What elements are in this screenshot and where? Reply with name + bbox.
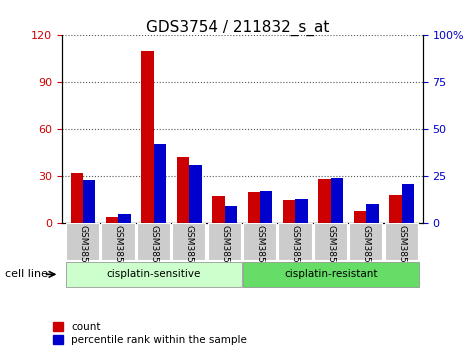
Bar (278, 223, 312, 260)
Bar (283, 200, 295, 223)
Text: cisplatin-resistant: cisplatin-resistant (284, 269, 378, 279)
Bar (247, 192, 260, 223)
Text: cisplatin-sensitive: cisplatin-sensitive (106, 269, 201, 279)
Bar (177, 157, 189, 223)
Text: GSM385721: GSM385721 (78, 225, 87, 280)
Bar (172, 223, 206, 260)
Bar (354, 211, 366, 223)
Text: GSM385724: GSM385724 (185, 225, 194, 280)
Text: GSM385722: GSM385722 (114, 225, 123, 280)
Bar (243, 262, 418, 287)
Text: GSM385727: GSM385727 (291, 225, 300, 280)
Bar (260, 191, 272, 223)
Text: cell line: cell line (5, 269, 48, 279)
Bar (83, 180, 95, 223)
Bar (331, 178, 343, 223)
Text: GSM385726: GSM385726 (256, 225, 265, 280)
Bar (101, 223, 134, 260)
Text: GSM385725: GSM385725 (220, 225, 229, 280)
Bar (318, 179, 331, 223)
Bar (66, 223, 99, 260)
Bar (137, 223, 170, 260)
Bar (118, 214, 131, 223)
Text: GDS3754 / 211832_s_at: GDS3754 / 211832_s_at (146, 19, 329, 36)
Bar (225, 206, 237, 223)
Bar (366, 204, 379, 223)
Bar (208, 223, 241, 260)
Bar (385, 223, 418, 260)
Bar (243, 223, 276, 260)
Text: GSM385730: GSM385730 (397, 225, 406, 280)
Bar (389, 195, 401, 223)
Legend: count, percentile rank within the sample: count, percentile rank within the sample (53, 322, 247, 345)
Bar (142, 51, 154, 223)
Text: GSM385729: GSM385729 (361, 225, 371, 280)
Bar (106, 217, 118, 223)
Bar (295, 199, 308, 223)
Bar (349, 223, 382, 260)
Bar (154, 144, 166, 223)
Bar (66, 262, 242, 287)
Text: GSM385723: GSM385723 (149, 225, 158, 280)
Bar (71, 173, 83, 223)
Bar (189, 165, 201, 223)
Bar (314, 223, 347, 260)
Text: GSM385728: GSM385728 (326, 225, 335, 280)
Bar (401, 184, 414, 223)
Bar (212, 196, 225, 223)
